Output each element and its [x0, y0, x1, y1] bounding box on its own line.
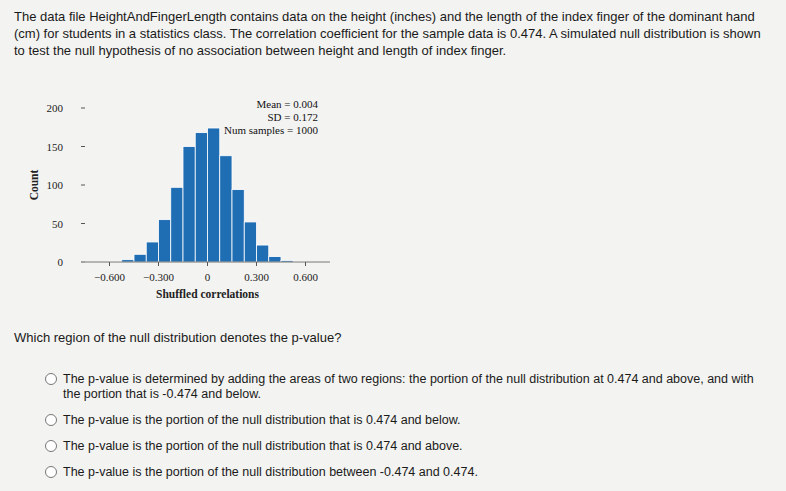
options: The p-value is determined by adding the … — [45, 372, 765, 491]
question-text: Which region of the null distribution de… — [14, 330, 341, 345]
bar — [171, 187, 183, 262]
y-tick-label: 0 — [58, 256, 64, 268]
y-tick — [81, 146, 85, 147]
annotation: Num samples = 1000 — [224, 124, 318, 136]
y-tick — [81, 108, 85, 109]
bars — [110, 128, 306, 262]
bar — [208, 128, 220, 262]
x-tick — [256, 262, 257, 266]
bar — [269, 257, 281, 262]
radio-button[interactable] — [45, 373, 57, 385]
option[interactable]: The p-value is determined by adding the … — [45, 372, 765, 402]
x-tick — [158, 262, 159, 266]
bar — [159, 220, 171, 262]
x-tick-label: 0.300 — [244, 271, 269, 283]
y-tick — [81, 185, 85, 186]
intro-text: The data file HeightAndFingerLength cont… — [14, 8, 774, 59]
x-tick — [109, 262, 110, 266]
option[interactable]: The p-value is the portion of the null d… — [45, 439, 765, 454]
bar — [220, 156, 232, 262]
radio-button[interactable] — [45, 440, 57, 452]
y-tick-label: 100 — [47, 179, 64, 191]
radio-button[interactable] — [45, 466, 57, 478]
y-tick-label: 50 — [52, 218, 64, 230]
bar — [134, 254, 146, 262]
bar — [244, 222, 256, 262]
x-tick-label: 0 — [205, 271, 211, 283]
bar — [183, 147, 195, 263]
y-tick-label: 150 — [47, 141, 64, 153]
bar — [257, 245, 269, 262]
x-tick-label: −0.600 — [94, 271, 125, 283]
x-tick — [207, 262, 208, 266]
histogram-chart: 0 50 100 150 200 −0.600 −0.300 0 0.300 0.600 Shuff… — [0, 95, 360, 315]
bar — [146, 242, 158, 262]
annotation: Mean = 0.004 — [257, 98, 319, 110]
bar — [232, 190, 244, 262]
radio-button[interactable] — [45, 414, 57, 426]
y-tick — [81, 223, 85, 224]
y-axis-label: Count — [28, 169, 40, 200]
x-tick-label: 0.600 — [293, 271, 318, 283]
option-text: The p-value is the portion of the null d… — [63, 465, 478, 479]
x-axis-label: Shuffled correlations — [156, 288, 259, 300]
x-tick — [305, 262, 306, 266]
option[interactable]: The p-value is the portion of the null d… — [45, 413, 765, 428]
x-tick-label: −0.300 — [143, 271, 174, 283]
bar — [195, 133, 207, 262]
option-text: The p-value is the portion of the null d… — [63, 413, 460, 427]
annotation: SD = 0.172 — [267, 111, 318, 123]
option[interactable]: The p-value is the portion of the null d… — [45, 465, 765, 480]
option-text: The p-value is determined by adding the … — [63, 372, 754, 401]
y-tick-label: 200 — [47, 102, 64, 114]
y-tick — [81, 262, 85, 263]
option-text: The p-value is the portion of the null d… — [63, 439, 463, 453]
